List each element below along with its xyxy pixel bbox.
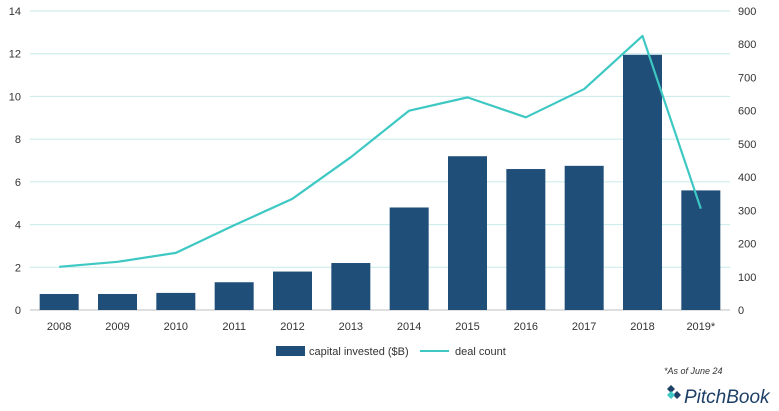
right-axis-tick-label: 300	[738, 205, 756, 217]
bar-2013	[331, 263, 371, 310]
left-axis-tick-label: 4	[15, 220, 21, 232]
x-axis-tick-label: 2018	[630, 321, 654, 333]
bar-2012	[273, 271, 312, 310]
bar-2011	[214, 282, 254, 310]
bar-2018	[623, 54, 662, 311]
bar-2010	[156, 292, 196, 310]
grid-layer	[30, 10, 730, 311]
left-axis-tick-label: 6	[15, 177, 21, 189]
x-axis: 2008 2009 2010 2011 2012 2013 2014 2015 2016 2017…	[47, 321, 716, 333]
deal-count-line	[59, 34, 702, 268]
left-axis: 0 2 4 6 8 10 12 14	[9, 6, 21, 317]
pitchbook-logo-icon	[667, 385, 681, 399]
right-axis-tick-label: 500	[738, 139, 756, 151]
right-axis: 0 100 200 300 400 500 600 700 800 900	[738, 6, 756, 317]
footnote: *As of June 24	[664, 366, 723, 376]
right-axis-tick-label: 400	[738, 172, 756, 184]
x-axis-tick-label: 2008	[47, 321, 71, 333]
x-axis-tick-label: 2019*	[686, 321, 715, 333]
right-axis-tick-label: 600	[738, 106, 756, 118]
pitchbook-logo: PitchBook	[667, 385, 771, 408]
x-axis-tick-label: 2014	[397, 321, 421, 333]
legend-swatch-capital-invested	[276, 346, 305, 356]
bar-2019	[681, 190, 721, 310]
left-axis-tick-label: 14	[9, 6, 21, 18]
left-axis-tick-label: 0	[15, 305, 21, 317]
x-axis-tick-label: 2016	[514, 321, 538, 333]
bar-2015	[448, 156, 487, 310]
pitchbook-logo-text: PitchBook	[684, 387, 771, 408]
legend-label-capital-invested: capital invested ($B)	[309, 346, 409, 358]
right-axis-tick-label: 200	[738, 239, 756, 251]
line-layer	[59, 34, 702, 268]
left-axis-tick-label: 12	[9, 49, 21, 61]
right-axis-tick-label: 900	[738, 6, 756, 18]
bars-layer	[39, 54, 721, 311]
left-axis-tick-label: 2	[15, 262, 21, 274]
x-axis-tick-label: 2009	[105, 321, 129, 333]
right-axis-tick-label: 0	[738, 305, 744, 317]
bar-2016	[506, 169, 546, 310]
left-axis-tick-label: 8	[15, 134, 21, 146]
right-axis-tick-label: 700	[738, 72, 756, 84]
bar-2014	[389, 207, 429, 310]
bar-2009	[98, 293, 137, 310]
x-axis-tick-label: 2017	[572, 321, 596, 333]
bar-2008	[39, 293, 79, 310]
legend: capital invested ($B) deal count	[276, 346, 506, 358]
x-axis-tick-label: 2013	[339, 321, 363, 333]
x-axis-tick-label: 2011	[222, 321, 246, 333]
right-axis-tick-label: 800	[738, 39, 756, 51]
x-axis-tick-label: 2015	[455, 321, 479, 333]
bar-2017	[564, 165, 604, 310]
x-axis-tick-label: 2010	[164, 321, 188, 333]
x-axis-tick-label: 2012	[280, 321, 304, 333]
left-axis-tick-label: 10	[9, 91, 21, 103]
legend-label-deal-count: deal count	[455, 346, 506, 358]
right-axis-tick-label: 100	[738, 272, 756, 284]
